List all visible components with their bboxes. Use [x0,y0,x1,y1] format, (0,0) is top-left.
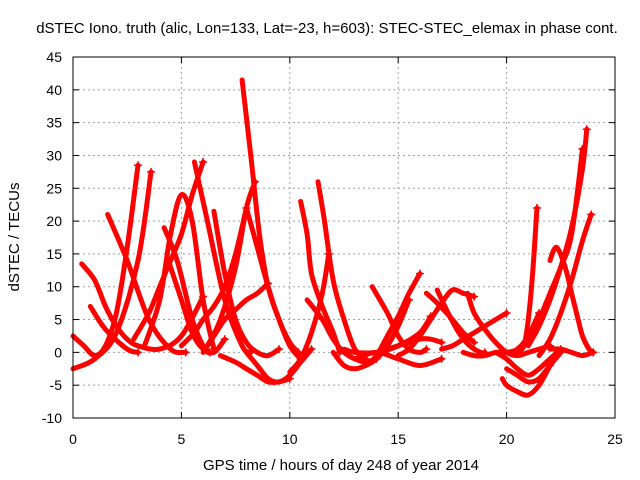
series-arc22 [304,297,379,365]
series-endpoint-marker [134,348,143,357]
plot-frame [72,56,616,419]
series-endpoint-marker [307,345,316,354]
series-endpoint-marker [470,292,479,301]
series-endpoint-marker [274,345,283,354]
series-endpoint-marker [415,269,424,278]
series-arc39 [525,126,590,349]
series-arc19 [298,198,343,355]
series-group [70,77,598,398]
x-tick-label: 10 [282,431,298,447]
series-endpoint-marker [199,158,208,167]
ticks: 0 5 10 15 20 25 -10 -5 0 5 10 15 20 25 30 35 40 45 [42,49,623,447]
series-endpoint-marker [134,161,143,170]
y-tick-label: 15 [46,246,62,262]
series-endpoint-marker [264,279,273,288]
series-arc25 [352,349,445,368]
series-endpoint-marker [556,348,565,357]
y-tick-label: 25 [46,180,62,196]
x-tick-label: 20 [499,431,515,447]
series-arc16 [200,280,271,355]
series-endpoint-marker [587,210,596,219]
series-endpoint-marker [181,348,190,357]
y-tick-label: 30 [46,147,62,163]
series-arc9 [165,258,228,356]
y-tick-label: 40 [46,82,62,98]
series-endpoint-marker [324,249,333,258]
series-endpoint-marker [502,308,511,317]
series-arc10 [178,205,249,349]
series-arc32 [439,310,510,352]
y-tick-label: -5 [50,377,63,393]
series-arc13 [211,208,282,359]
series-arc35 [493,346,564,378]
series-endpoint-marker [437,338,446,347]
series-arc37 [514,205,540,355]
series-endpoint-marker [422,345,431,354]
series-arc42 [547,346,596,359]
y-tick-label: 0 [54,344,62,360]
series-endpoint-marker [220,335,229,344]
series-arc43 [504,349,564,385]
series-arc41 [547,244,596,355]
series-endpoint-marker [589,348,598,357]
x-tick-label: 0 [69,431,77,447]
series-arc29 [395,287,477,359]
series-arc5 [105,212,189,356]
series-endpoint-marker [147,167,156,176]
x-tick-label: 15 [390,431,406,447]
series-arc15 [243,205,304,362]
y-tick-label: 5 [54,312,62,328]
series-endpoint-marker [532,203,541,212]
series-endpoint-marker [582,125,591,134]
x-tick-label: 25 [607,431,623,447]
series-endpoint-marker [470,338,479,347]
series-arc1 [70,162,141,359]
chart-title: dSTEC Iono. truth (alic, Lon=133, Lat=-2… [36,20,618,37]
series-arc4 [87,303,141,355]
x-tick-label: 5 [178,431,186,447]
y-tick-label: -10 [42,410,62,426]
y-tick-label: 45 [46,49,62,65]
series-arc3 [79,261,206,352]
x-axis-label: GPS time / hours of day 248 of year 2014 [203,457,479,474]
series-arc7 [142,192,217,352]
series-arc21 [287,251,332,375]
series-arc27 [363,271,423,368]
y-axis-label: dSTEC / TECUs [6,183,23,292]
series-arc36 [499,363,553,398]
y-tick-label: 10 [46,279,62,295]
series-arc40 [536,212,594,359]
y-tick-label: 20 [46,213,62,229]
y-tick-label: 35 [46,115,62,131]
series-endpoint-marker [437,354,446,363]
